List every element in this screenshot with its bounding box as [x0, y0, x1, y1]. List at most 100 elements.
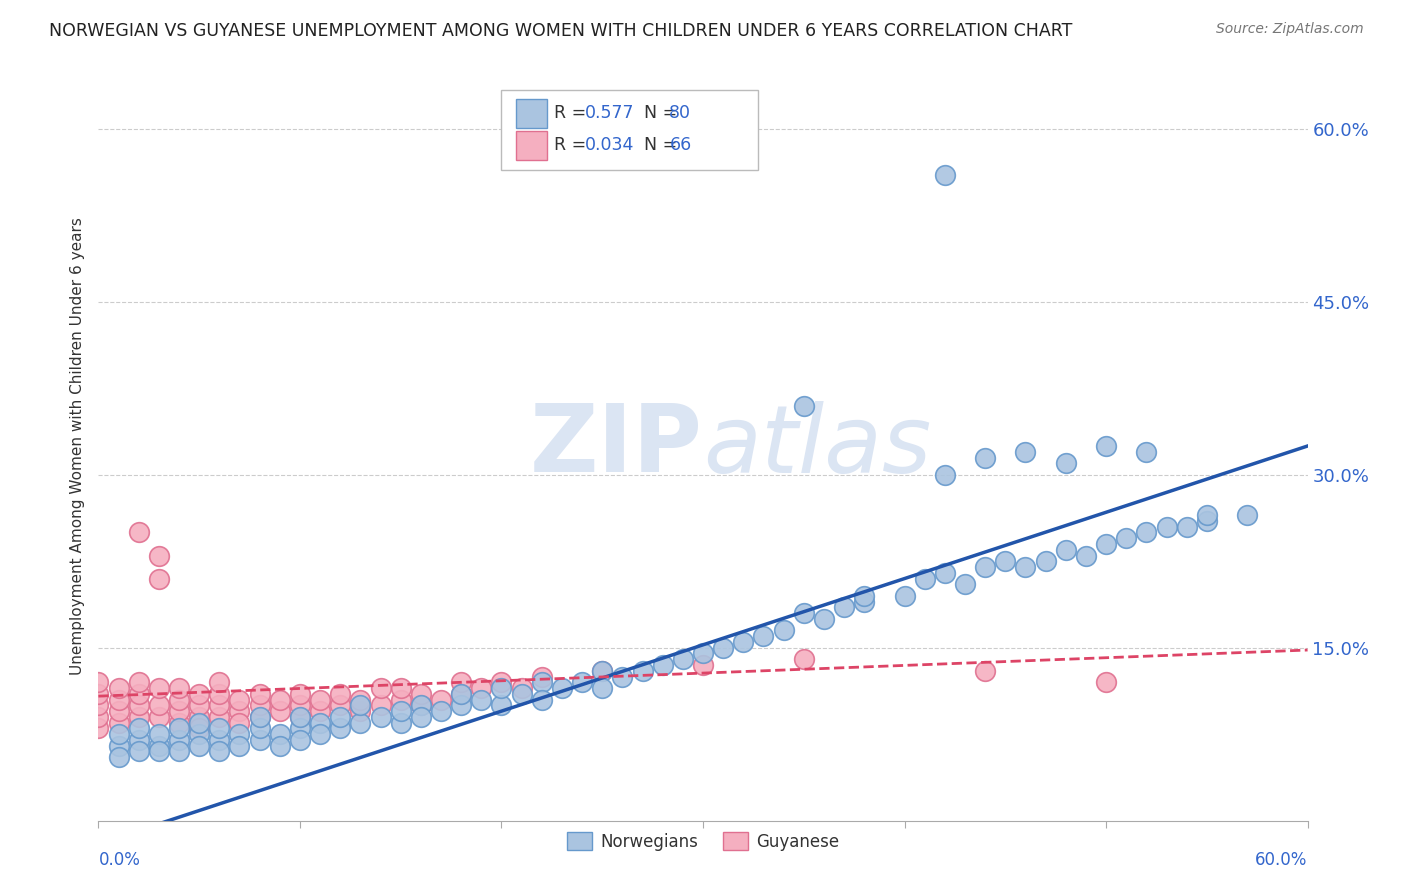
Point [228, 704, 250, 718]
Text: 80: 80 [669, 104, 692, 122]
Point [409, 710, 432, 724]
Point [491, 675, 513, 690]
Point [974, 450, 997, 465]
Point [1156, 519, 1178, 533]
Point [228, 715, 250, 730]
Point [1195, 514, 1218, 528]
Point [389, 704, 412, 718]
Point [107, 704, 129, 718]
Point [591, 664, 613, 678]
Point [128, 744, 150, 758]
Point [389, 692, 412, 706]
Point [1095, 439, 1118, 453]
Point [793, 652, 815, 666]
Point [1054, 542, 1077, 557]
Point [208, 675, 231, 690]
Point [1236, 508, 1258, 523]
Point [329, 687, 352, 701]
Point [87, 687, 110, 701]
Point [953, 577, 976, 591]
Point [491, 681, 513, 695]
Point [288, 698, 311, 713]
Point [591, 681, 613, 695]
Point [269, 692, 291, 706]
Point [974, 664, 997, 678]
Point [430, 704, 453, 718]
Point [752, 629, 775, 643]
Point [450, 698, 472, 713]
Point [793, 606, 815, 620]
Text: 0.0%: 0.0% [98, 851, 141, 869]
Text: 60.0%: 60.0% [1256, 851, 1308, 869]
Point [288, 710, 311, 724]
Point [370, 710, 392, 724]
Point [107, 692, 129, 706]
Point [228, 739, 250, 753]
Point [269, 739, 291, 753]
Point [692, 658, 714, 673]
Point [288, 733, 311, 747]
Point [269, 704, 291, 718]
Point [249, 710, 271, 724]
Point [430, 692, 453, 706]
Point [389, 715, 412, 730]
Point [87, 698, 110, 713]
Point [651, 658, 673, 673]
Point [87, 710, 110, 724]
Point [329, 722, 352, 736]
Point [288, 722, 311, 736]
Text: 66: 66 [669, 136, 692, 154]
Point [188, 727, 211, 741]
Point [148, 739, 170, 753]
Point [309, 692, 332, 706]
Point [1014, 560, 1036, 574]
Point [934, 168, 956, 182]
Point [128, 733, 150, 747]
Point [329, 710, 352, 724]
Point [208, 733, 231, 747]
Point [208, 722, 231, 736]
Point [87, 675, 110, 690]
Point [370, 698, 392, 713]
Text: NORWEGIAN VS GUYANESE UNEMPLOYMENT AMONG WOMEN WITH CHILDREN UNDER 6 YEARS CORRE: NORWEGIAN VS GUYANESE UNEMPLOYMENT AMONG… [49, 22, 1073, 40]
Point [612, 669, 634, 683]
Point [249, 698, 271, 713]
Point [370, 681, 392, 695]
Point [450, 687, 472, 701]
Point [249, 687, 271, 701]
Point [249, 733, 271, 747]
Point [853, 589, 876, 603]
Point [793, 399, 815, 413]
Point [309, 704, 332, 718]
Text: N =: N = [633, 104, 682, 122]
Point [409, 698, 432, 713]
Point [167, 722, 190, 736]
Y-axis label: Unemployment Among Women with Children Under 6 years: Unemployment Among Women with Children U… [69, 217, 84, 675]
Point [167, 733, 190, 747]
Point [107, 681, 129, 695]
Point [148, 744, 170, 758]
Text: R =: R = [554, 136, 592, 154]
Point [711, 640, 734, 655]
Point [530, 669, 553, 683]
Point [1095, 537, 1118, 551]
Point [188, 739, 211, 753]
Point [228, 692, 250, 706]
Point [188, 722, 211, 736]
Point [148, 698, 170, 713]
Point [631, 664, 654, 678]
Point [188, 710, 211, 724]
Point [188, 698, 211, 713]
Point [1135, 444, 1157, 458]
Point [772, 624, 794, 638]
Text: Source: ZipAtlas.com: Source: ZipAtlas.com [1216, 22, 1364, 37]
Point [167, 744, 190, 758]
Point [470, 681, 492, 695]
Point [530, 675, 553, 690]
Point [269, 727, 291, 741]
Point [1035, 554, 1057, 568]
Point [450, 687, 472, 701]
Point [832, 600, 855, 615]
Point [128, 687, 150, 701]
Point [107, 739, 129, 753]
